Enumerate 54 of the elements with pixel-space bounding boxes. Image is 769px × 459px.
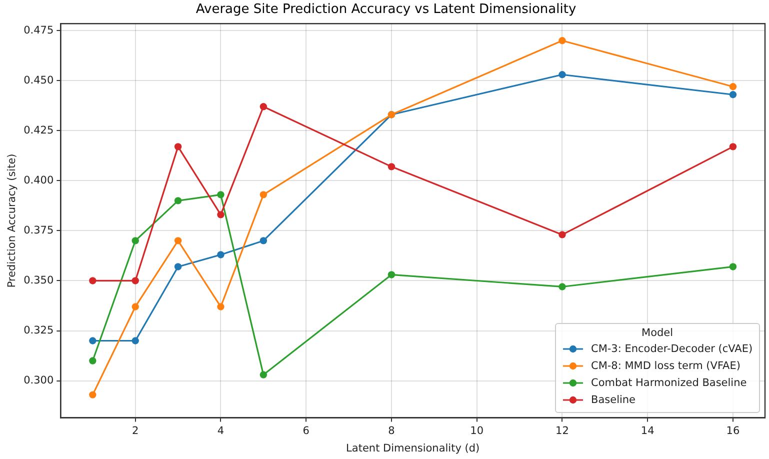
x-axis-title: Latent Dimensionality (d) — [346, 442, 480, 454]
point — [217, 191, 224, 198]
point — [132, 277, 139, 284]
x-tick-label: 6 — [302, 424, 310, 437]
x-tick-label: 8 — [388, 424, 395, 437]
point — [174, 143, 182, 150]
point — [132, 303, 139, 310]
x-tick-label: 2 — [132, 424, 139, 437]
point — [217, 251, 224, 258]
point — [729, 143, 737, 150]
chart-title: Average Site Prediction Accuracy vs Latent Dimensionality — [196, 2, 576, 18]
x-tick-label: 4 — [217, 424, 224, 437]
y-tick-label: 0.425 — [24, 124, 54, 136]
x-tick-label: 16 — [726, 424, 740, 437]
point — [174, 197, 182, 204]
y-tick-label: 0.475 — [24, 24, 54, 36]
point — [260, 191, 268, 198]
point — [558, 71, 566, 78]
point — [89, 357, 96, 364]
point — [174, 263, 182, 270]
x-tick-label: 14 — [640, 424, 655, 437]
point — [558, 283, 566, 290]
point — [89, 277, 96, 284]
y-tick-label: 0.400 — [24, 174, 54, 186]
legend-title: Model — [640, 326, 674, 339]
point — [729, 91, 737, 98]
x-tick-label: 12 — [556, 424, 569, 437]
point — [558, 231, 566, 238]
point — [174, 237, 182, 244]
legend-label: Baseline — [591, 394, 636, 406]
point — [729, 263, 737, 270]
y-axis-title: Prediction Accuracy (site) — [6, 154, 18, 288]
legend-label: CM-8: MMD loss term (VFAE) — [591, 360, 740, 372]
y-tick-label: 0.325 — [24, 324, 54, 336]
point — [260, 103, 268, 110]
legend-label: Combat Harmonized Baseline — [591, 377, 747, 390]
point — [260, 371, 268, 378]
point — [558, 37, 566, 44]
point — [729, 83, 737, 90]
point — [89, 391, 96, 398]
point — [217, 211, 224, 218]
point — [388, 271, 396, 278]
point — [217, 303, 224, 310]
point — [260, 237, 268, 244]
point — [89, 337, 96, 344]
y-tick-label: 0.450 — [24, 74, 54, 86]
x-tick-label: 10 — [470, 424, 484, 437]
point — [132, 337, 139, 344]
y-tick-label: 0.375 — [24, 224, 54, 236]
point — [388, 163, 396, 170]
y-tick-label: 0.350 — [24, 274, 54, 286]
point — [132, 237, 139, 244]
y-tick-label: 0.300 — [24, 374, 54, 387]
legend-label: CM-3: Encoder-Decoder (cVAE) — [591, 343, 753, 356]
